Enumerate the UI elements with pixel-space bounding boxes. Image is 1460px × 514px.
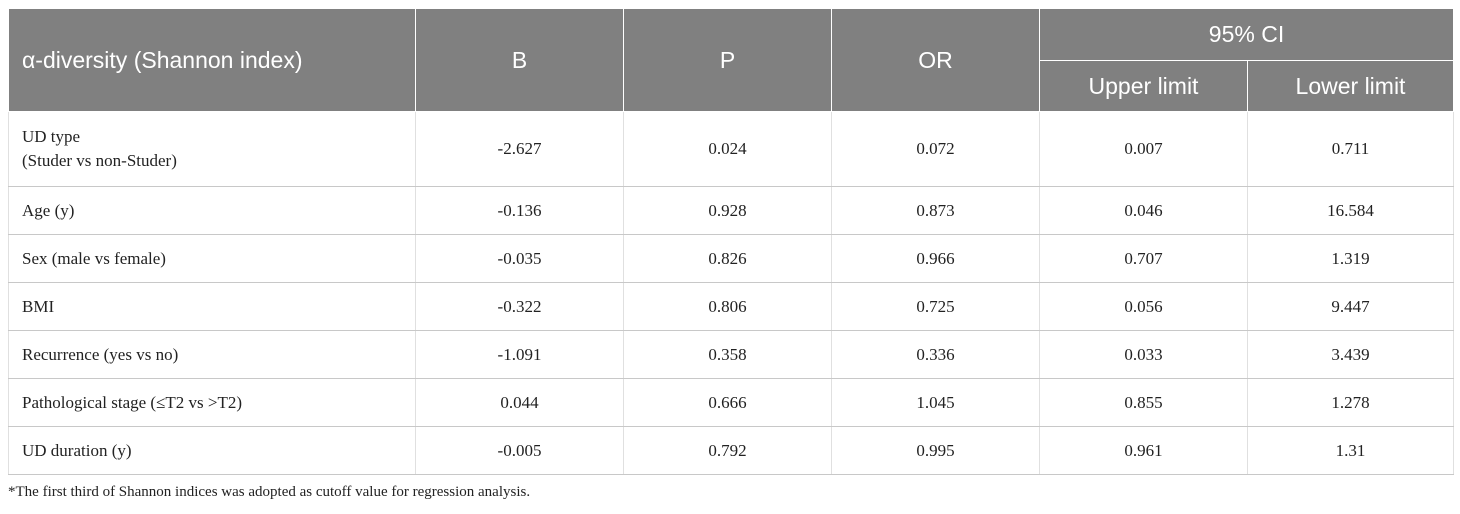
cell-b: -2.627 — [415, 111, 624, 187]
row-label: Sex (male vs female) — [8, 234, 416, 283]
row-label-line1: UD type — [22, 127, 81, 146]
cell-or: 0.995 — [831, 426, 1040, 475]
cell-b: -0.136 — [415, 186, 624, 235]
header-upper-limit: Upper limit — [1039, 60, 1248, 112]
cell-or: 0.072 — [831, 111, 1040, 187]
cell-b: -0.035 — [415, 234, 624, 283]
cell-p: 0.806 — [623, 282, 832, 331]
row-label: Age (y) — [8, 186, 416, 235]
table-row: Recurrence (yes vs no) -1.091 0.358 0.33… — [8, 330, 1454, 379]
header-or: OR — [831, 8, 1040, 112]
cell-lower: 0.711 — [1247, 111, 1454, 187]
cell-upper: 0.033 — [1039, 330, 1248, 379]
row-label: Pathological stage (≤T2 vs >T2) — [8, 378, 416, 427]
header-row: α-diversity (Shannon index) B P OR 95% C… — [8, 8, 1454, 112]
cell-or: 0.336 — [831, 330, 1040, 379]
regression-table: α-diversity (Shannon index) B P OR 95% C… — [8, 8, 1454, 475]
cell-b: 0.044 — [415, 378, 624, 427]
cell-upper: 0.046 — [1039, 186, 1248, 235]
cell-lower: 1.31 — [1247, 426, 1454, 475]
cell-or: 1.045 — [831, 378, 1040, 427]
header-lower-limit: Lower limit — [1247, 60, 1454, 112]
header-label: α-diversity (Shannon index) — [8, 8, 416, 112]
header-ci: 95% CI — [1039, 8, 1454, 61]
cell-lower: 16.584 — [1247, 186, 1454, 235]
cell-upper: 0.961 — [1039, 426, 1248, 475]
header-subrow: Upper limit Lower limit — [9, 60, 1454, 112]
row-label: UD duration (y) — [8, 426, 416, 475]
cell-b: -0.005 — [415, 426, 624, 475]
row-label-line2: (Studer vs non-Studer) — [22, 151, 177, 170]
table-row: Age (y) -0.136 0.928 0.873 0.046 16.584 — [8, 186, 1454, 235]
cell-b: -1.091 — [415, 330, 624, 379]
regression-table-container: α-diversity (Shannon index) B P OR 95% C… — [8, 8, 1454, 475]
cell-lower: 9.447 — [1247, 282, 1454, 331]
cell-lower: 1.278 — [1247, 378, 1454, 427]
cell-p: 0.666 — [623, 378, 832, 427]
cell-p: 0.358 — [623, 330, 832, 379]
table-row: UD type (Studer vs non-Studer) -2.627 0.0… — [8, 111, 1454, 187]
cell-or: 0.873 — [831, 186, 1040, 235]
cell-upper: 0.056 — [1039, 282, 1248, 331]
cell-lower: 1.319 — [1247, 234, 1454, 283]
row-label: UD type (Studer vs non-Studer) — [8, 111, 416, 187]
table-row: Pathological stage (≤T2 vs >T2) 0.044 0.… — [8, 378, 1454, 427]
table-row: UD duration (y) -0.005 0.792 0.995 0.961… — [8, 426, 1454, 475]
table-footnote: *The first third of Shannon indices was … — [8, 484, 531, 500]
cell-p: 0.928 — [623, 186, 832, 235]
row-label: Recurrence (yes vs no) — [8, 330, 416, 379]
cell-p: 0.826 — [623, 234, 832, 283]
cell-upper: 0.007 — [1039, 111, 1248, 187]
cell-b: -0.322 — [415, 282, 624, 331]
header-b: B — [415, 8, 624, 112]
cell-p: 0.792 — [623, 426, 832, 475]
row-label: BMI — [8, 282, 416, 331]
cell-or: 0.725 — [831, 282, 1040, 331]
cell-or: 0.966 — [831, 234, 1040, 283]
table-row: Sex (male vs female) -0.035 0.826 0.966 … — [8, 234, 1454, 283]
cell-p: 0.024 — [623, 111, 832, 187]
cell-upper: 0.707 — [1039, 234, 1248, 283]
cell-lower: 3.439 — [1247, 330, 1454, 379]
cell-upper: 0.855 — [1039, 378, 1248, 427]
header-p: P — [623, 8, 832, 112]
table-row: BMI -0.322 0.806 0.725 0.056 9.447 — [8, 282, 1454, 331]
